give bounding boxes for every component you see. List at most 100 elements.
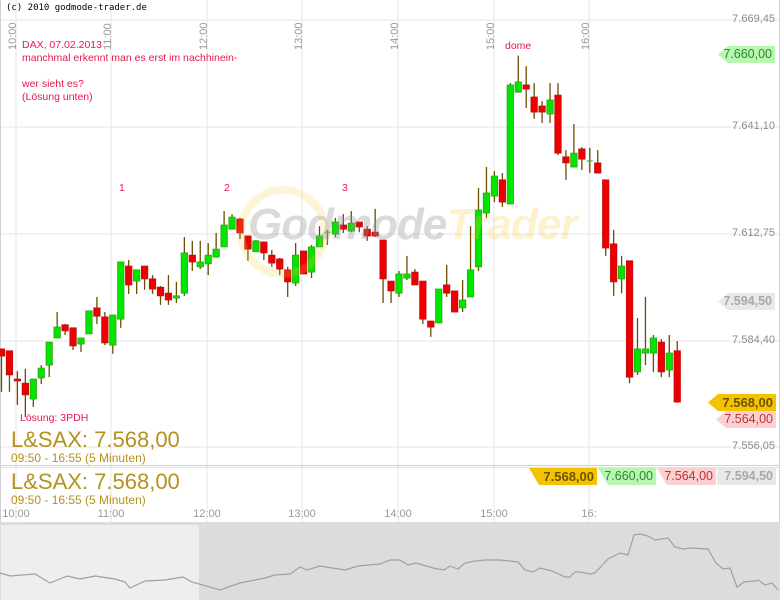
x-tick-bottom: 11:00 [97,508,125,520]
high-price-box: 7.660,00 [598,468,656,485]
candle-body-up [196,261,204,268]
candle [244,235,252,261]
y-tick: 7.584,40 [732,334,775,346]
navigator-window[interactable] [1,525,199,600]
candle [188,240,196,271]
candle [299,250,308,275]
high-price-tag: 7.660,00 [718,46,775,63]
candle-body-down [5,350,14,376]
candle-body-up [180,252,188,294]
candle-body-up [458,299,467,309]
candle-body-down [610,243,618,283]
candle-body-down [355,221,363,228]
candle [538,101,546,123]
candle [292,243,300,287]
candle [140,265,149,290]
candle [339,214,347,233]
candle [411,269,419,286]
candle [21,368,29,418]
x-tick: 10:00 [7,22,19,50]
candle [665,334,673,378]
candle [570,124,578,168]
candles [0,55,681,418]
candle [148,275,157,294]
watermark: GodmodeTrader [248,200,577,250]
candle [315,226,324,248]
candle [387,280,395,303]
candle [522,66,530,108]
watermark-ring [237,186,329,278]
candle [5,350,14,392]
candle-body-up [77,337,85,345]
candle-body-up [204,254,212,265]
candle [586,147,593,174]
candle-body-down [148,278,157,290]
candle [109,314,117,354]
candle-body-up [665,352,673,371]
candle [204,243,212,276]
candle-body-down [379,239,387,280]
navigator-line [0,533,779,591]
candle-body-down [594,162,602,174]
candle-body-down [554,94,562,154]
candle-body-up [307,246,316,273]
candle-body-down [522,84,530,90]
instrument-label: L&SAX: 7.568,00 [11,427,180,452]
candle [673,341,681,403]
candle-body-up [45,341,53,366]
candle [172,281,180,303]
candle-body-down [427,320,435,328]
watermark-godmode: Godmode [248,200,447,249]
candle-body-up [228,216,236,230]
candle [363,226,371,241]
candle [657,339,665,378]
x-tick-bottom: 10:00 [2,508,30,520]
candle [29,378,37,407]
candle-body-down [625,260,634,378]
candle-body-down [125,265,133,286]
candle [276,257,284,276]
candle [578,147,586,171]
candle [641,296,650,366]
candle [562,150,570,180]
candle-body-up [474,209,483,268]
candle-body-down [188,254,196,263]
candle [284,266,292,297]
candle [180,237,188,296]
candle-body-down [284,269,292,283]
candle [347,211,355,233]
annotation-title: DAX, 07.02.2013 [22,39,102,51]
candle-body-up [117,261,125,320]
candle [514,55,522,93]
candle-body-down [244,235,252,250]
candle-body-down [69,327,77,347]
candle [554,83,562,155]
candle [268,249,276,267]
candle-body-down [164,292,173,301]
candle-body-up [133,269,141,282]
candle-body-down [268,254,276,264]
candle [212,232,220,258]
x-tick: 16:00 [580,22,592,50]
candle [133,269,141,294]
candle-body-up [29,378,37,400]
candle-body-down [538,105,546,113]
candle-body-down [101,316,109,344]
y-tick: 7.556,05 [732,440,775,452]
marker-2: 2 [224,182,230,194]
navigator[interactable] [0,522,780,600]
candle-body-up [85,310,93,335]
candle-body-down [371,231,379,237]
x-tick-bottom: 13:00 [288,508,316,520]
candle [125,260,133,294]
candle [236,217,244,239]
candle-body-down [411,271,419,286]
candle-body-down [363,228,371,237]
candle [633,318,642,375]
candle-body-down [498,179,506,203]
candle-body-down [657,341,665,373]
candle-body-down [156,286,165,297]
candle [435,288,443,324]
instrument-range-bottom: 09:50 - 16:55 (5 Minuten) [11,493,146,507]
x-tick: 15:00 [485,22,497,50]
